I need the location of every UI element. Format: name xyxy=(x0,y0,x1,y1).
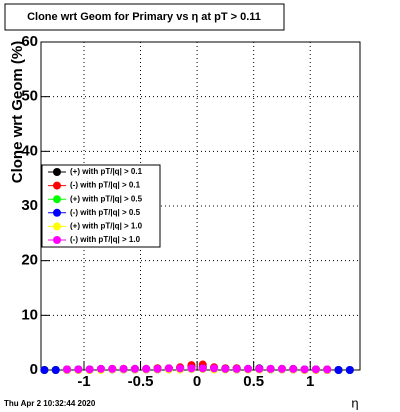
x-axis-label: η xyxy=(351,395,358,410)
marker xyxy=(198,364,207,373)
legend-marker xyxy=(53,236,61,244)
legend-marker xyxy=(53,222,61,231)
marker xyxy=(323,365,332,374)
chart-title: Clone wrt Geom for Primary vs η at pT > … xyxy=(27,11,261,23)
x-tick-label: -0.5 xyxy=(128,373,154,390)
y-tick-label: 40 xyxy=(21,142,38,159)
marker xyxy=(119,364,128,373)
legend-label: (+) with pT/|q| > 1.0 xyxy=(70,222,143,231)
marker xyxy=(221,364,230,373)
marker xyxy=(153,364,162,373)
marker xyxy=(266,364,275,373)
y-tick-label: 60 xyxy=(21,33,38,50)
marker xyxy=(334,366,343,374)
marker xyxy=(176,364,185,373)
marker xyxy=(300,365,309,374)
x-tick-label: 0.5 xyxy=(243,373,264,390)
marker xyxy=(108,364,117,373)
y-axis-label: Clone wrt Geom (%) xyxy=(9,41,26,184)
marker xyxy=(142,364,151,373)
marker xyxy=(85,365,94,374)
y-tick-label: 50 xyxy=(21,88,38,105)
legend-marker xyxy=(53,195,61,204)
marker xyxy=(311,365,320,374)
legend-label: (-) with pT/|q| > 0.1 xyxy=(70,181,141,190)
legend-label: (+) with pT/|q| > 0.5 xyxy=(70,194,143,203)
marker xyxy=(96,364,105,373)
marker xyxy=(244,364,253,373)
marker xyxy=(40,366,49,374)
marker xyxy=(51,366,60,374)
legend-marker xyxy=(53,208,61,217)
marker xyxy=(289,364,298,373)
title-box xyxy=(4,3,285,31)
x-tick-label: 1 xyxy=(306,373,314,390)
y-tick-label: 20 xyxy=(21,252,38,269)
marker xyxy=(187,364,196,373)
legend-label: (+) with pT/|q| > 0.1 xyxy=(70,167,143,176)
marker xyxy=(345,366,354,374)
legend-label: (-) with pT/|q| > 0.5 xyxy=(70,208,141,217)
marker xyxy=(74,365,83,374)
marker xyxy=(232,364,241,373)
y-tick-label: 10 xyxy=(21,306,38,323)
marker xyxy=(277,364,286,373)
x-tick-label: 0 xyxy=(193,373,201,390)
y-tick-label: 0 xyxy=(30,361,38,378)
marker xyxy=(164,364,173,373)
legend: (+) with pT/|q| > 0.1 (-) with pT/|q| > 0… xyxy=(41,164,161,248)
marker xyxy=(255,364,264,373)
marker xyxy=(130,364,139,373)
legend-marker xyxy=(53,168,61,176)
marker xyxy=(63,365,72,374)
legend-marker xyxy=(53,181,61,190)
timestamp: Thu Apr 2 10:32:44 2020 xyxy=(4,399,96,408)
marker xyxy=(210,364,219,373)
y-tick-label: 30 xyxy=(21,197,38,214)
legend-box xyxy=(41,164,161,248)
legend-label: (-) with pT/|q| > 1.0 xyxy=(70,235,141,244)
x-tick-label: -1 xyxy=(77,373,90,390)
